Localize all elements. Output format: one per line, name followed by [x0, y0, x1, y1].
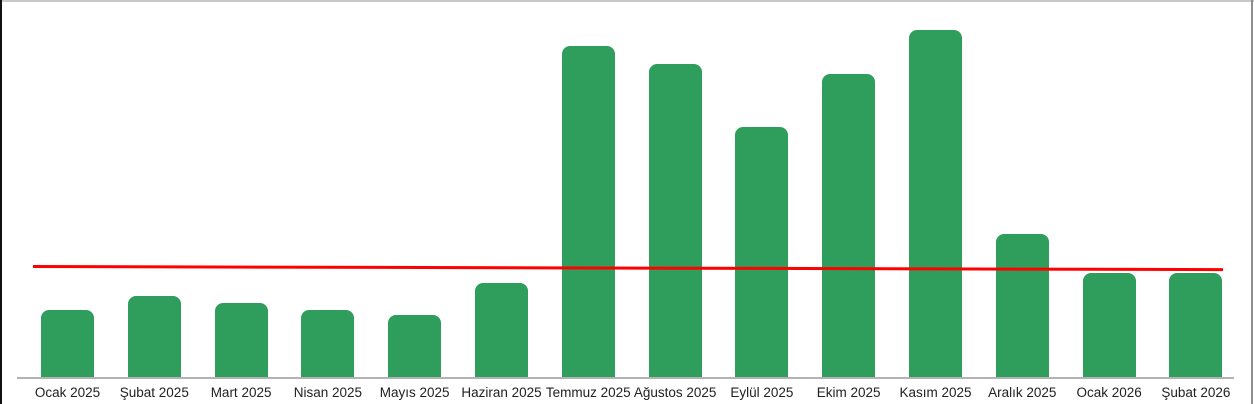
bar[interactable] — [214, 303, 268, 379]
bar[interactable] — [909, 30, 962, 379]
bar[interactable] — [1082, 273, 1136, 379]
bar[interactable] — [301, 310, 355, 379]
x-axis-label: Ekim 2025 — [816, 385, 881, 400]
x-axis-label: Ocak 2025 — [34, 385, 101, 400]
x-axis-label: Ocak 2026 — [1076, 385, 1142, 400]
window-right-border — [1251, 0, 1253, 404]
x-axis-label: Ağustos 2025 — [633, 385, 717, 400]
window-left-border — [0, 0, 2, 404]
bar[interactable] — [648, 64, 702, 379]
bar[interactable] — [735, 127, 789, 379]
x-axis-label: Haziran 2025 — [461, 385, 542, 400]
x-axis-label: Mayıs 2025 — [379, 385, 450, 400]
bar[interactable] — [995, 234, 1049, 379]
bar[interactable] — [1169, 273, 1223, 379]
x-axis-label: Nisan 2025 — [293, 385, 363, 400]
x-axis-label: Şubat 2025 — [119, 385, 189, 400]
bar[interactable] — [41, 310, 94, 379]
bar[interactable] — [475, 283, 528, 379]
bar[interactable] — [561, 46, 615, 379]
x-axis-label: Aralık 2025 — [988, 385, 1057, 400]
x-axis-label: Kasım 2025 — [899, 385, 972, 400]
bar[interactable] — [822, 74, 876, 379]
x-axis-line — [17, 377, 1234, 379]
x-axis-label: Eylül 2025 — [730, 385, 794, 400]
window-top-border — [0, 0, 1254, 2]
bar[interactable] — [388, 315, 442, 379]
x-axis-label: Temmuz 2025 — [545, 385, 631, 400]
x-axis-label: Mart 2025 — [210, 385, 272, 400]
x-axis-label: Şubat 2026 — [1161, 385, 1231, 400]
bar[interactable] — [127, 296, 181, 379]
